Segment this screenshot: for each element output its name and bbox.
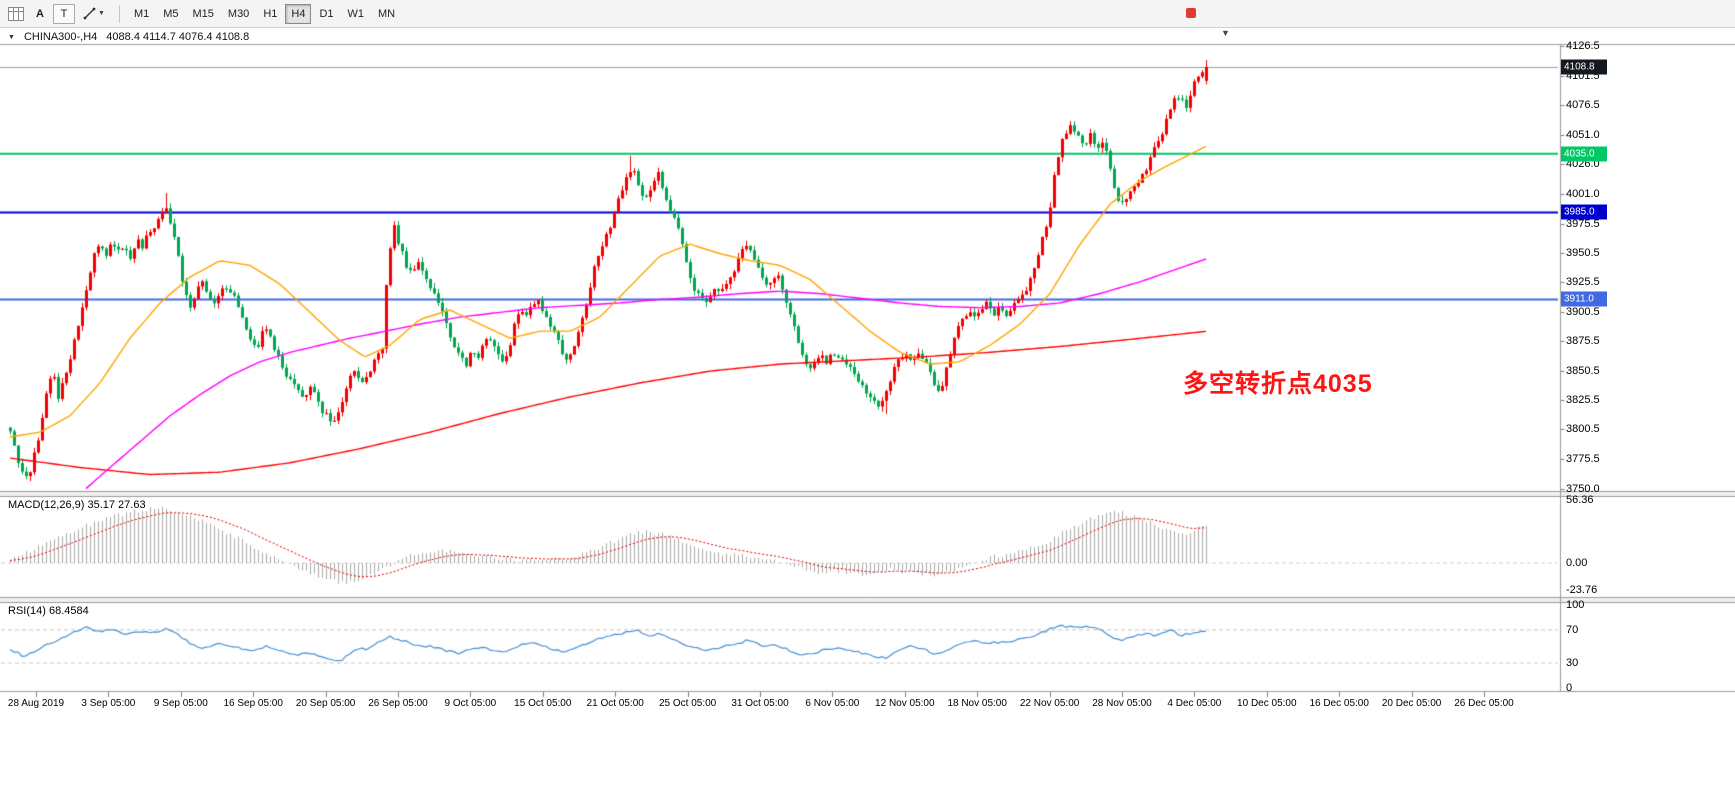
price-axis-label: 3850.5 [1566, 364, 1600, 377]
time-axis-label: 22 Nov 05:00 [1019, 698, 1080, 709]
font-style-button[interactable]: A [29, 4, 51, 24]
red-indicator-icon [1186, 8, 1196, 18]
time-axis-label: 9 Oct 05:00 [444, 698, 497, 709]
time-axis-label: 12 Nov 05:00 [875, 698, 935, 709]
hline-price-tag-3985.0: 3985.0 [1561, 204, 1607, 220]
timeframe-button-h1[interactable]: H1 [257, 4, 283, 24]
time-axis-label: 28 Aug 2019 [7, 698, 65, 709]
rsi-axis-label: 70 [1566, 623, 1579, 636]
time-axis-label: 26 Sep 05:00 [368, 698, 428, 709]
chart-shift-marker-icon[interactable]: ▼ [1221, 28, 1230, 38]
timeframe-button-m1[interactable]: M1 [128, 4, 155, 24]
price-axis-label: 3950.5 [1566, 247, 1600, 260]
price-axis-label: 3825.5 [1566, 393, 1600, 406]
chart-info-bar: ▼ CHINA300-,H4 4088.4 4114.7 4076.4 4108… [8, 31, 249, 43]
price-axis-label: 3925.5 [1566, 276, 1600, 289]
timeframe-button-m30[interactable]: M30 [222, 4, 255, 24]
time-axis-label: 9 Sep 05:00 [153, 698, 208, 709]
time-axis-label: 25 Oct 05:00 [658, 698, 717, 709]
trendline-icon [83, 7, 96, 20]
price-axis-label: 3750.0 [1566, 482, 1600, 495]
time-axis-label: 18 Nov 05:00 [947, 698, 1007, 709]
price-axis-label: 3900.5 [1566, 305, 1600, 318]
symbol-name: CHINA300-,H4 [23, 31, 98, 43]
cursor-tool-button[interactable]: ▼ [77, 4, 111, 24]
time-axis-label: 16 Dec 05:00 [1309, 698, 1369, 709]
hline-price-tag-4035.0: 4035.0 [1561, 146, 1607, 162]
macd-axis-label: 0.00 [1566, 557, 1588, 569]
timeframe-button-group: M1 M5 M15 M30 H1 H4 D1 W1 MN [127, 3, 402, 24]
time-axis-label: 3 Sep 05:00 [81, 698, 136, 709]
time-axis-label: 31 Oct 05:00 [731, 698, 789, 709]
price-axis-label: 3975.5 [1566, 217, 1600, 230]
ohlc-values: 4088.4 4114.7 4076.4 4108.8 [106, 31, 250, 43]
time-axis-label: 16 Sep 05:00 [223, 698, 283, 709]
timeframe-button-mn[interactable]: MN [372, 4, 401, 24]
price-axis-label: 4051.0 [1566, 128, 1600, 141]
time-axis-label: 6 Nov 05:00 [805, 698, 860, 709]
toolbar-separator [118, 4, 120, 23]
top-toolbar: A T ▼ M1 M5 M15 M30 H1 H4 D1 W1 MN [0, 0, 1735, 28]
price-axis-label: 3775.5 [1566, 452, 1600, 465]
time-axis-label: 15 Oct 05:00 [514, 698, 572, 709]
time-axis-label: 28 Nov 05:00 [1092, 698, 1152, 709]
timeframe-button-d1[interactable]: D1 [313, 4, 339, 24]
price-axis-label: 3800.5 [1566, 423, 1600, 436]
macd-axis-label: -23.76 [1566, 583, 1598, 596]
time-axis-label: 4 Dec 05:00 [1167, 698, 1222, 709]
chart-annotation-text: 多空转折点4035 [1183, 370, 1373, 398]
rsi-indicator-label: RSI(14) 68.4584 [8, 605, 89, 617]
timeframe-button-m5[interactable]: M5 [157, 4, 184, 24]
price-axis-label: 4026.0 [1566, 158, 1600, 171]
price-axis-label: 4076.5 [1566, 98, 1600, 111]
time-axis-label: 20 Sep 05:00 [295, 698, 356, 709]
expander-icon[interactable]: ▼ [8, 33, 15, 41]
chart-window-icon[interactable] [5, 4, 27, 24]
time-axis-label: 20 Dec 05:00 [1381, 698, 1442, 709]
hline-price-tag-3911.0: 3911.0 [1561, 291, 1607, 307]
time-axis-label: 26 Dec 05:00 [1454, 698, 1514, 709]
rsi-axis-label: 0 [1566, 682, 1573, 694]
dropdown-caret-icon: ▼ [98, 10, 105, 17]
rsi-axis-label: 100 [1566, 599, 1585, 611]
timeframe-button-h4[interactable]: H4 [285, 3, 312, 24]
price-axis-label: 4001.0 [1566, 187, 1600, 200]
macd-axis-label: 56.36 [1566, 493, 1594, 506]
macd-indicator-label: MACD(12,26,9) 35.17 27.63 [8, 499, 146, 511]
rsi-axis-label: 30 [1566, 657, 1579, 670]
time-axis-label: 10 Dec 05:00 [1237, 698, 1297, 709]
current-price-tag: 4108.8 [1561, 59, 1607, 75]
price-axis-label: 4126.5 [1566, 40, 1600, 53]
timeframe-button-m15[interactable]: M15 [187, 4, 220, 24]
text-label-tool-button[interactable]: T [53, 3, 75, 24]
price-axis-label: 3875.5 [1566, 335, 1600, 348]
time-axis-label: 21 Oct 05:00 [586, 698, 644, 709]
timeframe-button-w1[interactable]: W1 [342, 4, 371, 24]
